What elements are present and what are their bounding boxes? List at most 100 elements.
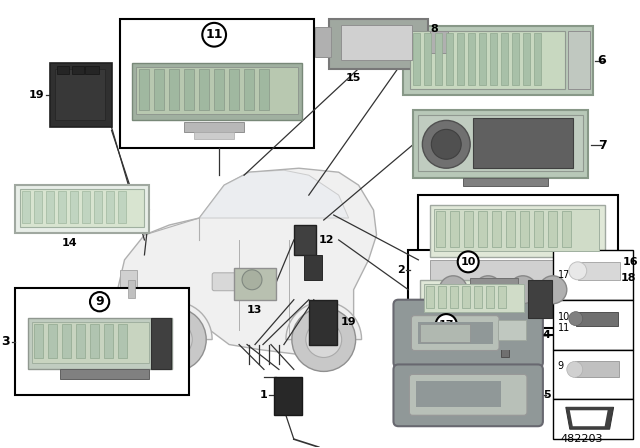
Circle shape [143,308,206,371]
Text: 18: 18 [621,273,636,283]
Circle shape [431,129,461,159]
Bar [420,323,470,341]
Polygon shape [566,407,614,429]
Text: 11: 11 [205,28,223,41]
Text: 10: 10 [558,312,570,322]
Bar [34,191,42,223]
Text: 19: 19 [28,90,44,99]
Bar [576,312,618,326]
Bar [419,116,583,171]
Bar [420,280,530,318]
Circle shape [422,121,470,168]
Text: 7: 7 [598,139,607,152]
Bar [229,69,239,111]
Polygon shape [199,170,349,218]
Bar [438,286,446,308]
Circle shape [539,276,567,304]
Bar [479,33,486,85]
FancyBboxPatch shape [412,316,499,350]
Bar [170,69,179,111]
Bar [127,280,136,298]
Bar [34,323,43,358]
Bar [106,191,113,223]
Bar [492,211,501,247]
Bar [410,31,565,89]
Bar [413,111,588,178]
Text: 10: 10 [461,257,476,267]
Bar [408,250,563,327]
Bar [195,132,234,139]
Bar [15,185,149,233]
Bar [57,65,68,73]
Bar [430,205,605,257]
Bar [90,323,99,358]
Circle shape [156,322,192,358]
Bar [464,211,473,247]
Bar [120,270,138,305]
Bar [20,189,145,227]
Bar [424,33,431,85]
Bar [184,69,195,111]
Circle shape [242,270,262,290]
Bar [152,318,172,370]
Bar [32,322,149,363]
FancyBboxPatch shape [394,365,543,426]
Bar [274,377,302,415]
Text: 17: 17 [558,270,570,280]
FancyBboxPatch shape [394,300,543,367]
Bar [184,122,244,132]
Bar [419,195,618,335]
Bar [118,191,125,223]
Bar [259,69,269,111]
Bar [48,323,57,358]
Circle shape [439,276,467,304]
Bar [132,63,302,121]
Bar [498,319,526,340]
Circle shape [509,276,537,304]
Bar [435,33,442,85]
Bar [436,211,445,247]
Bar [140,69,149,111]
Bar [82,191,90,223]
Bar [501,340,509,358]
Text: 4: 4 [543,330,551,340]
Bar [234,268,276,300]
Bar [468,33,475,85]
Bar [413,318,523,349]
Text: 3: 3 [1,335,10,348]
Bar [93,191,102,223]
Bar [553,349,632,399]
Circle shape [495,319,515,340]
Bar [70,191,77,223]
Bar [424,284,524,312]
Bar [478,211,487,247]
Bar [214,69,224,111]
Polygon shape [118,168,376,354]
Bar [154,69,164,111]
Bar [120,19,314,148]
Bar [329,19,428,69]
Text: 2: 2 [397,265,404,275]
Bar [304,255,322,280]
Text: 1: 1 [259,390,267,401]
Bar [501,33,508,85]
Bar [76,323,84,358]
Circle shape [569,262,587,280]
Circle shape [569,312,583,326]
Bar [294,225,316,255]
Text: 13: 13 [246,305,262,314]
Bar [340,25,412,60]
Bar [575,362,619,377]
Bar [413,33,420,85]
Bar [528,280,552,318]
Bar [506,211,515,247]
Bar [199,69,209,111]
Circle shape [567,362,583,377]
Text: 11: 11 [558,323,570,332]
Bar [470,278,518,290]
Bar [417,381,501,407]
Text: 15: 15 [346,73,362,82]
Bar [136,67,298,114]
Bar [244,69,254,111]
Bar [548,211,557,247]
